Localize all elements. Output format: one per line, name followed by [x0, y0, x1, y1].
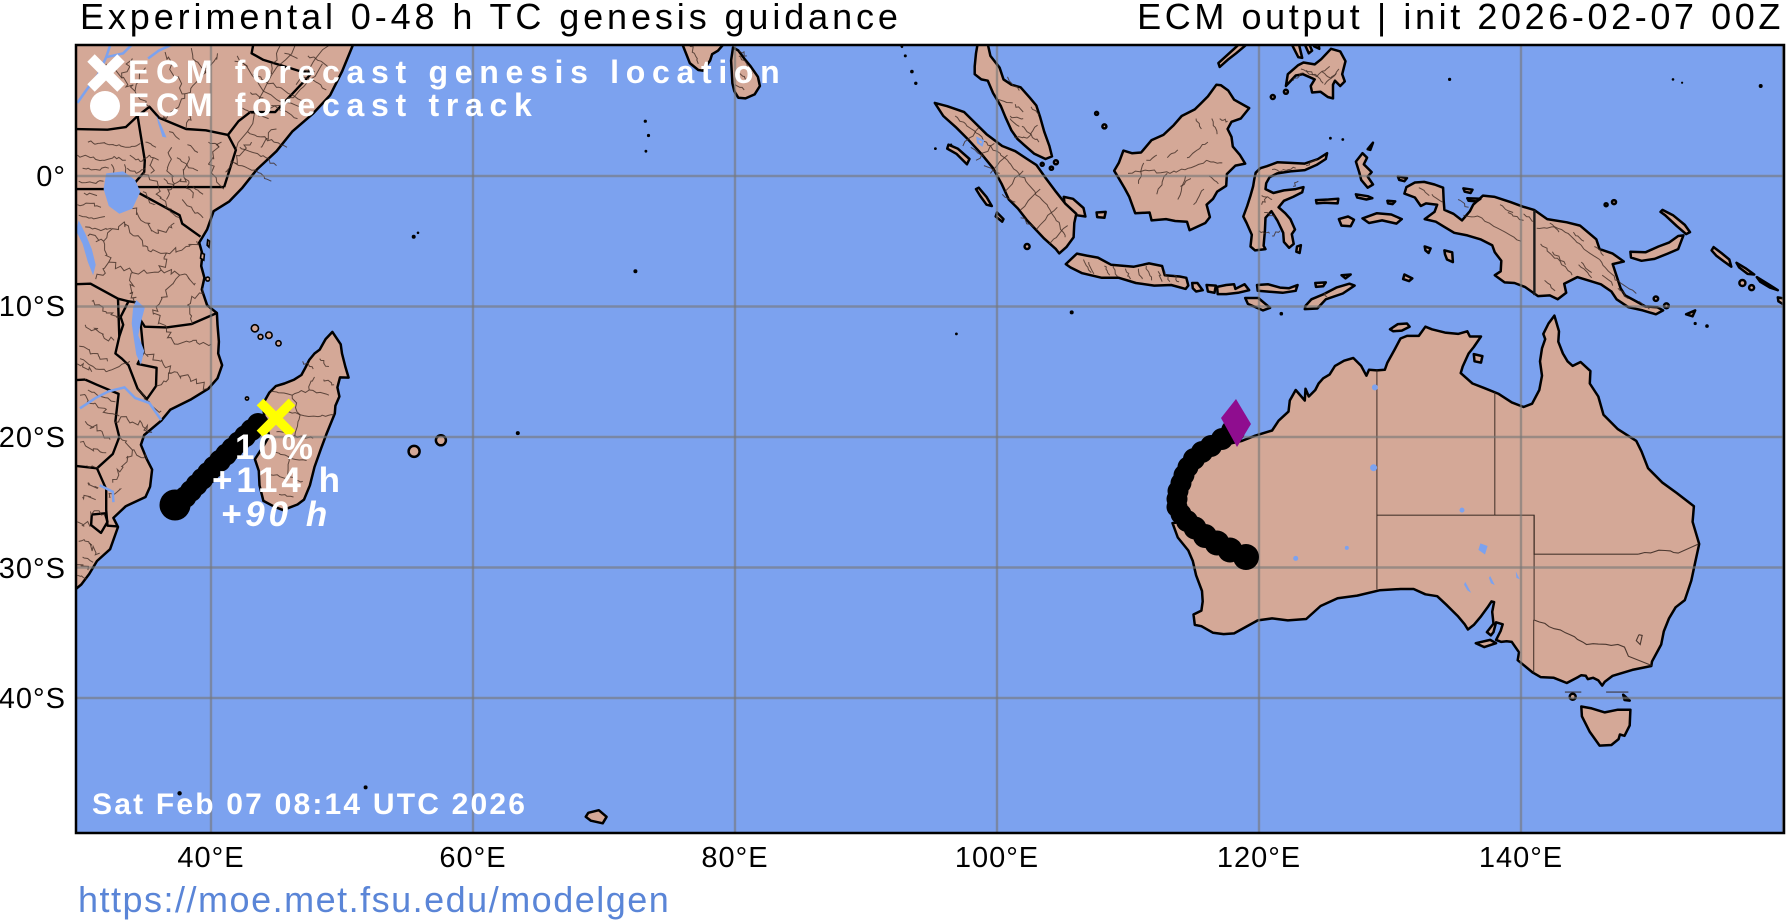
svg-text:20°S: 20°S — [0, 422, 66, 454]
svg-text:120°E: 120°E — [1217, 842, 1301, 874]
svg-text:+114 h: +114 h — [212, 461, 344, 500]
svg-text:40°E: 40°E — [177, 842, 244, 874]
svg-text:60°E: 60°E — [439, 842, 506, 874]
svg-text:https://moe.met.fsu.edu/modelg: https://moe.met.fsu.edu/modelgen — [78, 879, 670, 920]
svg-text:100°E: 100°E — [955, 842, 1039, 874]
svg-text:Sat Feb 07 08:14 UTC 2026: Sat Feb 07 08:14 UTC 2026 — [92, 788, 527, 821]
svg-text:10°S: 10°S — [0, 291, 66, 323]
svg-text:Experimental 0-48 h TC genesis: Experimental 0-48 h TC genesis guidance — [80, 0, 902, 37]
svg-text:ECM output | init 2026-02-07 0: ECM output | init 2026-02-07 00Z — [1137, 0, 1784, 37]
svg-text:10%: 10% — [235, 428, 317, 467]
svg-text:140°E: 140°E — [1479, 842, 1563, 874]
svg-text:30°S: 30°S — [0, 553, 66, 585]
svg-text:80°E: 80°E — [701, 842, 768, 874]
svg-text:ECM forecast track: ECM forecast track — [128, 87, 539, 123]
svg-text:ECM forecast genesis location: ECM forecast genesis location — [128, 54, 786, 90]
svg-text:0°: 0° — [36, 161, 66, 193]
svg-text:40°S: 40°S — [0, 683, 66, 715]
svg-text:+90 h: +90 h — [221, 495, 331, 534]
